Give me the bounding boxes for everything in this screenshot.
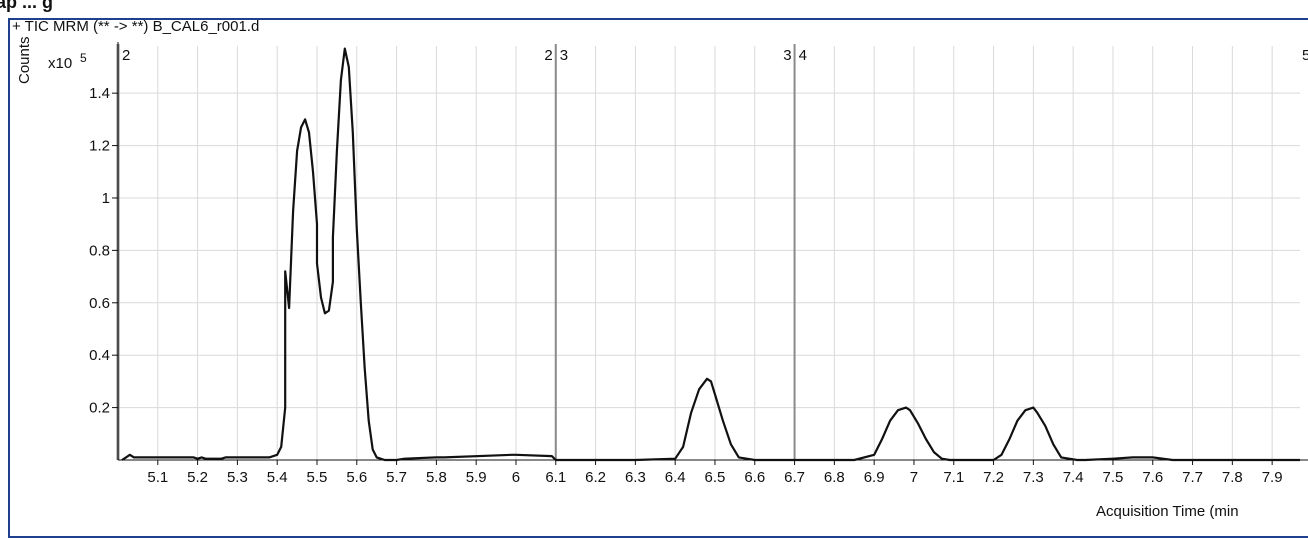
x-tick-label: 7.6	[1142, 469, 1163, 486]
x-tick-label: 5.7	[386, 469, 407, 486]
x-tick-label: 5.4	[267, 469, 288, 486]
y-tick-label: 0.6	[89, 295, 110, 312]
y-exponent: 5	[80, 51, 87, 65]
segment-marker-left-label: 2	[544, 47, 552, 64]
y-tick-label: 1.4	[89, 85, 110, 102]
x-tick-label: 6.6	[744, 469, 765, 486]
tick-labels: 5.1 5.2 5.3 5.4 5.5 5.6 5.7 5.8 5.9 6 6.1 6.2 6.3 6.4…	[89, 85, 1282, 486]
segment-marker-left-label: 3	[783, 47, 791, 64]
x-tick-label: 6.9	[864, 469, 885, 486]
x-tick-label: 6.3	[625, 469, 646, 486]
segment-marker-right-label: 3	[560, 47, 568, 64]
chromatogram-chart: ap ... g + TIC MRM (** -> **) B_CAL6_r00…	[0, 0, 1308, 520]
x-tick-label: 6.5	[705, 469, 726, 486]
x-tick-label: 7.9	[1262, 469, 1283, 486]
y-multiplier: x10	[48, 55, 72, 72]
x-tick-label: 5.3	[227, 469, 248, 486]
x-tick-label: 7.3	[1023, 469, 1044, 486]
x-tick-label: 5.1	[147, 469, 168, 486]
y-tick-label: 0.4	[89, 347, 110, 364]
x-tick-label: 5.2	[187, 469, 208, 486]
window-header-fragment: ap ... g	[0, 0, 53, 12]
y-tick-label: 0.8	[89, 242, 110, 259]
x-tick-label: 7	[910, 469, 918, 486]
x-tick-label: 7.7	[1182, 469, 1203, 486]
y-tick-label: 1.2	[89, 138, 110, 155]
x-tick-label: 6.1	[545, 469, 566, 486]
x-tick-label: 5.6	[346, 469, 367, 486]
x-tick-label: 6.4	[665, 469, 686, 486]
x-tick-label: 6.7	[784, 469, 805, 486]
x-axis-label: Acquisition Time (min	[1096, 503, 1239, 520]
segment-marker-edge-label: 5	[1302, 47, 1308, 64]
y-tick-label: 0.2	[89, 400, 110, 417]
x-tick-label: 6.2	[585, 469, 606, 486]
tic-trace-line	[121, 47, 1300, 462]
x-tick-label: 5.5	[307, 469, 328, 486]
chart-title: + TIC MRM (** -> **) B_CAL6_r001.d	[12, 18, 259, 35]
x-tick-label: 6	[512, 469, 520, 486]
series-layer	[121, 47, 1300, 462]
segment-marker-right-label: 4	[799, 47, 807, 64]
x-tick-label: 7.2	[983, 469, 1004, 486]
x-tick-label: 7.5	[1103, 469, 1124, 486]
x-tick-label: 7.1	[943, 469, 964, 486]
x-tick-label: 5.9	[466, 469, 487, 486]
x-tick-label: 7.8	[1222, 469, 1243, 486]
y-axis-label: Counts	[16, 36, 33, 84]
segment-marker-right-label: 2	[122, 47, 130, 64]
x-tick-label: 6.8	[824, 469, 845, 486]
x-tick-label: 7.4	[1063, 469, 1084, 486]
grid-lines	[118, 46, 1300, 460]
x-tick-label: 5.8	[426, 469, 447, 486]
y-tick-label: 1	[102, 190, 110, 207]
